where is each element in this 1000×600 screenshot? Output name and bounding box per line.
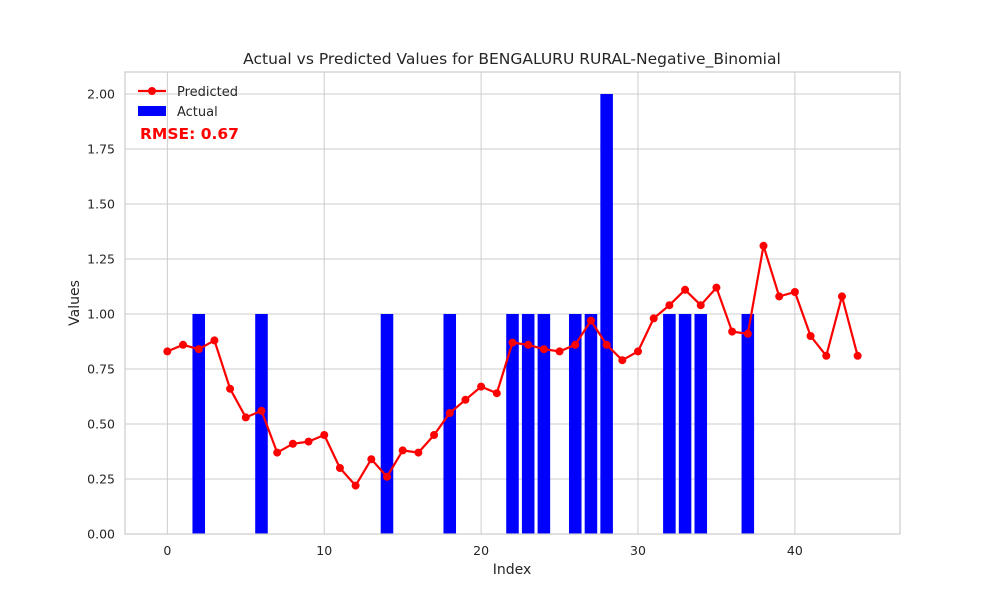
predicted-point [445, 409, 454, 417]
predicted-point [586, 316, 595, 325]
y-tick-label: 0.75 [87, 362, 115, 377]
y-tick-label: 1.25 [87, 252, 115, 267]
actual-bar [694, 314, 708, 534]
x-tick-label: 20 [473, 543, 489, 558]
y-tick-label: 0.25 [87, 472, 115, 487]
predicted-point [571, 340, 580, 349]
predicted-point [210, 336, 219, 345]
predicted-point [524, 340, 533, 349]
chart-title: Actual vs Predicted Values for BENGALURU… [243, 50, 781, 69]
predicted-point [508, 338, 517, 347]
legend: Predicted Actual [138, 85, 238, 120]
plot-frame [124, 71, 901, 535]
x-axis-label: Index [493, 562, 532, 578]
predicted-point [226, 384, 235, 393]
predicted-point [398, 446, 407, 455]
predicted-point [743, 329, 752, 338]
predicted-point [320, 431, 329, 439]
actual-bar [192, 314, 206, 534]
predicted-point [179, 340, 188, 349]
x-tick-label: 40 [787, 543, 803, 558]
predicted-point [665, 301, 674, 310]
actual-bar [663, 314, 676, 534]
predicted-point [367, 455, 376, 464]
y-tick-label: 2.00 [87, 87, 115, 102]
predicted-point [696, 301, 705, 310]
y-tick-label: 1.75 [87, 142, 115, 157]
y-tick-label: 1.00 [87, 307, 115, 322]
predicted-point [461, 395, 470, 404]
actual-bar [741, 314, 755, 534]
predicted-point [539, 345, 548, 354]
predicted-point [712, 283, 721, 292]
x-tick-label: 10 [316, 543, 332, 558]
actual-bar [506, 314, 519, 534]
predicted-point [618, 356, 627, 365]
rmse-annotation: RMSE: 0.67 [140, 125, 239, 143]
actual-bar [584, 314, 598, 534]
predicted-point [414, 448, 423, 457]
actual-bar [521, 314, 535, 534]
y-tick-label: 0.50 [87, 417, 115, 432]
predicted-point [304, 437, 313, 446]
predicted-point [273, 448, 282, 457]
tick-labels: 0 10 20 30 40 0.00 0.25 0.50 0.75 1.00 1.25 1.50 1.7… [87, 87, 803, 559]
y-tick-label: 1.50 [87, 197, 115, 212]
predicted-point [853, 351, 862, 360]
predicted-point [194, 345, 203, 354]
y-tick-label: 0.00 [87, 527, 115, 542]
predicted-point [837, 292, 846, 301]
predicted-point [634, 347, 643, 356]
predicted-line [163, 241, 862, 490]
x-tick-label: 0 [163, 543, 171, 558]
predicted-point [382, 472, 391, 481]
actual-bar [443, 314, 457, 534]
predicted-point [790, 288, 799, 296]
y-axis-label: Values [67, 280, 83, 326]
predicted-point [728, 327, 737, 336]
predicted-point [335, 464, 344, 472]
predicted-point [649, 314, 658, 323]
predicted-point [806, 332, 815, 340]
predicted-point [241, 413, 250, 422]
predicted-point [257, 406, 266, 415]
predicted-point [492, 389, 501, 398]
predicted-point [681, 285, 690, 294]
actual-bar [678, 314, 692, 534]
x-tick-label: 30 [630, 543, 646, 558]
predicted-point [288, 439, 297, 448]
predicted-point [822, 351, 831, 360]
predicted-point [477, 382, 486, 391]
actual-bar [600, 94, 613, 534]
predicted-point [602, 340, 611, 349]
legend-actual-swatch-icon [138, 106, 166, 116]
legend-actual-label: Actual [177, 105, 218, 120]
predicted-point [759, 241, 768, 250]
actual-bar [255, 314, 268, 534]
legend-predicted-label: Predicted [177, 85, 238, 100]
predicted-point [163, 347, 172, 356]
predicted-point [430, 431, 439, 439]
legend-predicted-marker-icon [148, 87, 156, 95]
predicted-point [775, 292, 784, 301]
actual-bar [380, 314, 394, 534]
actual-bar [537, 314, 551, 534]
predicted-point [351, 481, 360, 490]
predicted-point [555, 347, 564, 356]
actual-bar [568, 314, 582, 534]
